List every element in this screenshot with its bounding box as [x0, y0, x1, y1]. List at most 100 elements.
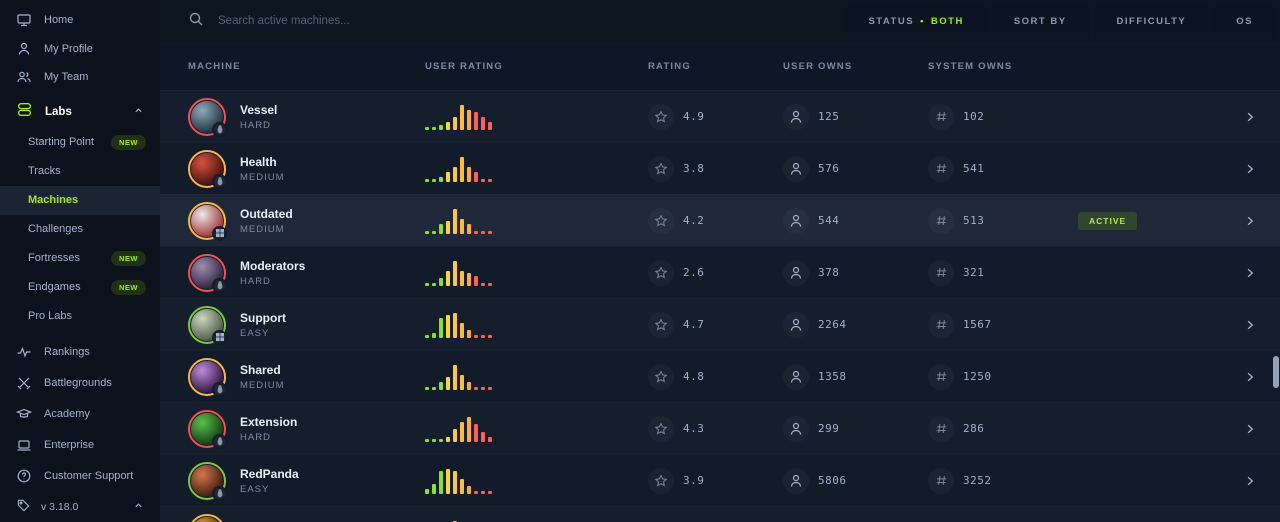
- machine-avatar-image: [191, 516, 223, 522]
- sidebar-item-battlegrounds[interactable]: Battlegrounds: [0, 368, 160, 399]
- sidebar-item-fortresses[interactable]: Fortresses NEW: [0, 244, 160, 273]
- machine-cell: Extension HARD: [188, 409, 425, 449]
- user-owns-cell: 544: [783, 208, 928, 234]
- sidebar-child-label: Tracks: [28, 165, 61, 178]
- machine-row[interactable]: Shared MEDIUM 4.8 1358 1250: [160, 350, 1280, 402]
- user-owns-cell-value: 299: [818, 422, 840, 435]
- rating-cell-value: 4.8: [683, 370, 705, 383]
- user-rating-histogram: [425, 468, 492, 494]
- chevron-right-icon[interactable]: [1220, 475, 1280, 487]
- labs-stack-icon: [16, 101, 33, 123]
- histogram-bar: [439, 176, 443, 182]
- chevron-right-icon[interactable]: [1220, 111, 1280, 123]
- machine-row[interactable]: Extension HARD 4.3 299 286: [160, 402, 1280, 454]
- sidebar-item-pro-labs[interactable]: Pro Labs: [0, 302, 160, 331]
- hash-icon: [928, 156, 954, 182]
- system-owns-cell-value: 541: [963, 162, 985, 175]
- os-linux-icon: [212, 485, 227, 501]
- machine-row[interactable]: Health MEDIUM 3.8 576 541: [160, 142, 1280, 194]
- filter-sort-by-button[interactable]: SORT BY: [991, 3, 1089, 39]
- filter-difficulty-button[interactable]: DIFFICULTY: [1094, 3, 1209, 39]
- machine-row[interactable]: RedPanda EASY 3.9 5806 3252: [160, 454, 1280, 506]
- user-owns-cell-value: 378: [818, 266, 840, 279]
- histogram-bar: [432, 126, 436, 130]
- histogram-bar: [460, 421, 464, 442]
- machine-name: RedPanda: [240, 466, 299, 481]
- scrollbar-thumb[interactable]: [1273, 356, 1279, 388]
- sidebar-item-challenges[interactable]: Challenges: [0, 215, 160, 244]
- chevron-right-icon[interactable]: [1220, 423, 1280, 435]
- chevron-right-icon[interactable]: [1220, 267, 1280, 279]
- histogram-bar: [467, 381, 471, 390]
- user-icon: [783, 468, 809, 494]
- machine-row[interactable]: [160, 506, 1280, 522]
- histogram-bar: [488, 282, 492, 286]
- histogram-bar: [474, 171, 478, 182]
- machine-row[interactable]: Moderators HARD 2.6 378 321: [160, 246, 1280, 298]
- os-linux-icon: [212, 277, 227, 293]
- sidebar-version[interactable]: v 3.18.0: [0, 492, 160, 522]
- sidebar-item-machines[interactable]: Machines: [0, 185, 160, 215]
- hash-icon: [928, 312, 954, 338]
- table-header: MACHINE USER RATING RATING USER OWNS SYSTEM …: [160, 42, 1280, 90]
- histogram-bar: [432, 230, 436, 234]
- machine-cell: [188, 513, 425, 522]
- machine-avatar: [188, 97, 227, 137]
- histogram-bar: [488, 490, 492, 494]
- machine-cell: Outdated MEDIUM: [188, 201, 425, 241]
- user-rating-histogram: [425, 260, 492, 286]
- sidebar-item-academy[interactable]: Academy: [0, 399, 160, 430]
- sidebar-item-starting-point[interactable]: Starting Point NEW: [0, 128, 160, 157]
- person-icon: [16, 41, 32, 57]
- histogram-bar: [453, 428, 457, 442]
- histogram-bar: [453, 208, 457, 234]
- filter-status-button[interactable]: STATUS • BOTH: [846, 3, 986, 39]
- machine-row[interactable]: Support EASY 4.7 2264 1567: [160, 298, 1280, 350]
- histogram-bar: [488, 386, 492, 390]
- user-rating-histogram: [425, 156, 492, 182]
- column-header-machine: MACHINE: [188, 60, 241, 72]
- os-linux-icon: [212, 121, 227, 137]
- user-rating-histogram: [425, 416, 492, 442]
- chevron-right-icon[interactable]: [1220, 371, 1280, 383]
- machine-avatar: [188, 253, 227, 293]
- rating-cell-value: 3.8: [683, 162, 705, 175]
- sidebar-item-customer-support[interactable]: Customer Support: [0, 461, 160, 492]
- histogram-bar: [481, 230, 485, 234]
- sidebar-item-enterprise[interactable]: Enterprise: [0, 430, 160, 461]
- chevron-up-icon: [133, 500, 144, 514]
- column-header-system-owns: SYSTEM OWNS: [928, 60, 1013, 72]
- machine-difficulty: MEDIUM: [240, 223, 285, 235]
- sidebar-item-my-profile[interactable]: My Profile: [0, 34, 160, 62]
- histogram-bar: [474, 490, 478, 494]
- user-owns-cell-value: 125: [818, 110, 840, 123]
- sidebar-item-my-team[interactable]: My Team: [0, 63, 160, 91]
- sidebar-item-home[interactable]: Home: [0, 6, 160, 34]
- histogram-bar: [467, 109, 471, 130]
- machine-difficulty: EASY: [240, 483, 270, 495]
- histogram-bar: [439, 381, 443, 390]
- system-owns-cell: 286: [928, 416, 1078, 442]
- histogram-bar: [453, 470, 457, 494]
- filter-os-button[interactable]: OS: [1214, 3, 1275, 39]
- system-owns-cell-value: 3252: [963, 474, 992, 487]
- machine-cell: RedPanda EASY: [188, 461, 425, 501]
- sidebar-item-tracks[interactable]: Tracks: [0, 157, 160, 186]
- search-input[interactable]: [218, 15, 538, 27]
- sidebar-group-labs[interactable]: Labs: [0, 95, 160, 127]
- rating-cell: 4.7: [648, 312, 783, 338]
- sidebar-item-rankings[interactable]: Rankings: [0, 337, 160, 368]
- histogram-bar: [467, 329, 471, 338]
- chevron-right-icon[interactable]: [1220, 163, 1280, 175]
- new-badge: NEW: [111, 250, 146, 266]
- user-owns-cell: 576: [783, 156, 928, 182]
- machine-difficulty: MEDIUM: [240, 171, 285, 183]
- machine-difficulty: HARD: [240, 431, 271, 443]
- chevron-right-icon[interactable]: [1220, 319, 1280, 331]
- histogram-bar: [460, 270, 464, 286]
- machine-row[interactable]: Outdated MEDIUM 4.2 544 513 ACTIVE: [160, 194, 1280, 246]
- chevron-right-icon[interactable]: [1220, 215, 1280, 227]
- star-icon: [648, 312, 674, 338]
- sidebar-item-endgames[interactable]: Endgames NEW: [0, 273, 160, 302]
- machine-row[interactable]: Vessel HARD 4.9 125 102: [160, 90, 1280, 142]
